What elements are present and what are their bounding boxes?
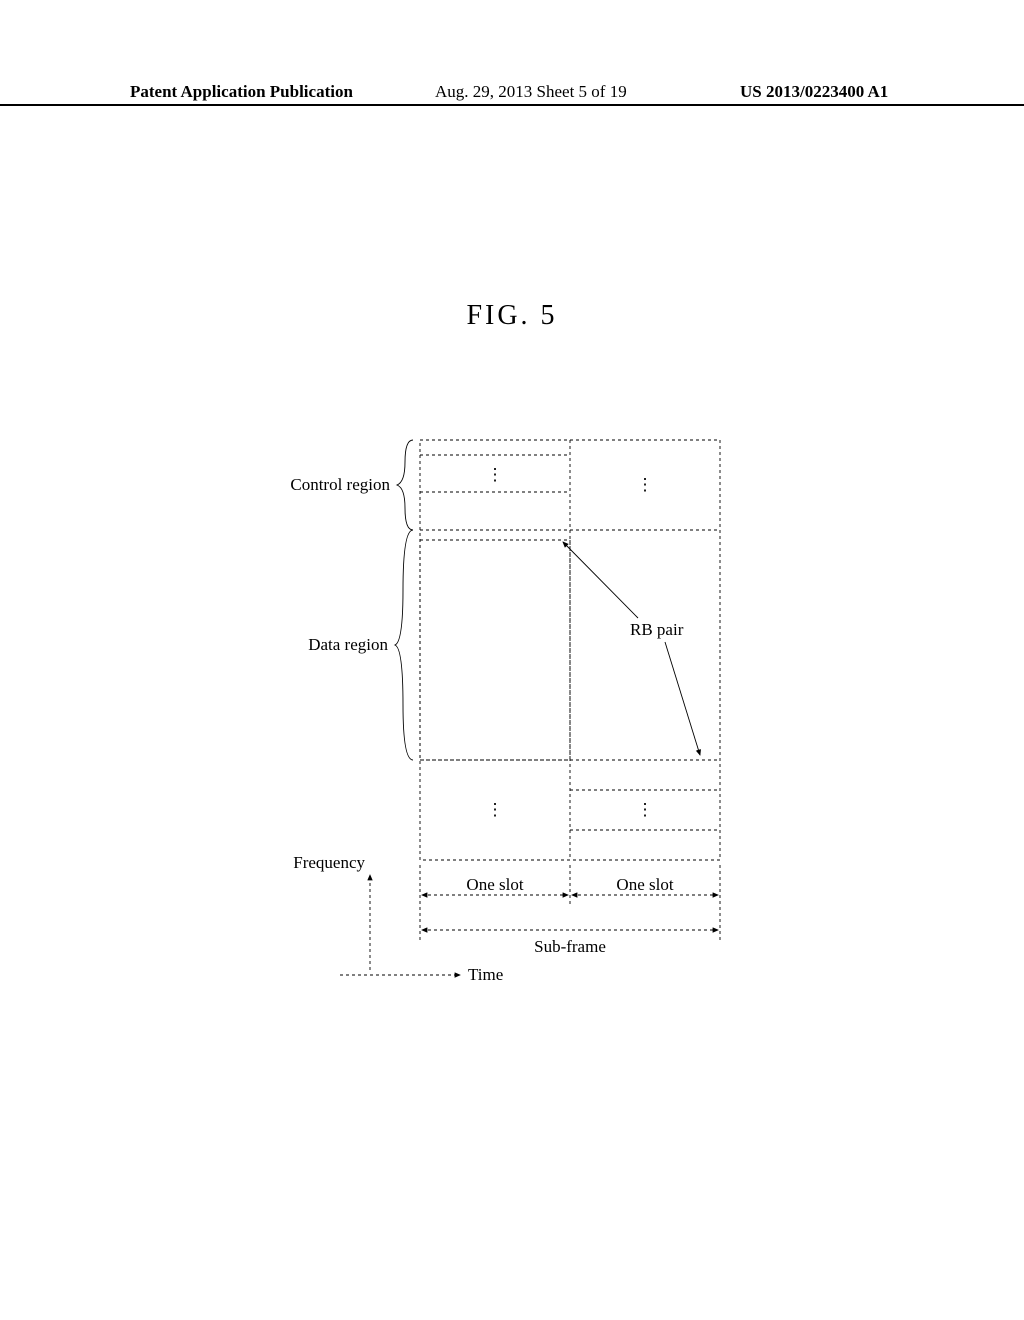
data-region-label: Data region	[308, 635, 388, 654]
control-region-label: Control region	[290, 475, 390, 494]
rb-pair-arrow-icon	[665, 642, 700, 755]
subframe-label: Sub-frame	[534, 937, 606, 956]
header-left: Patent Application Publication	[130, 82, 353, 102]
vdots-icon: ⋮	[637, 475, 654, 494]
one-slot-right-label: One slot	[616, 875, 673, 894]
vdots-icon: ⋮	[637, 800, 654, 819]
rb-pair-arrow-icon	[563, 542, 638, 618]
brace-data-icon	[395, 530, 413, 760]
rb-pair-label: RB pair	[630, 620, 684, 639]
one-slot-left-label: One slot	[466, 875, 523, 894]
header-right: US 2013/0223400 A1	[740, 82, 888, 102]
header-middle: Aug. 29, 2013 Sheet 5 of 19	[435, 82, 627, 102]
figure-title: FIG. 5	[0, 300, 1024, 332]
vdots-icon: ⋮	[487, 800, 504, 819]
time-label: Time	[468, 965, 503, 984]
rb-box-left	[420, 540, 570, 760]
figure-diagram: ⋮ ⋮ ⋮ ⋮ Control region Data region RB pa…	[200, 420, 840, 1060]
brace-control-icon	[397, 440, 413, 530]
frequency-label: Frequency	[293, 853, 365, 872]
page-header: Patent Application Publication Aug. 29, …	[0, 82, 1024, 106]
vdots-icon: ⋮	[487, 465, 504, 484]
